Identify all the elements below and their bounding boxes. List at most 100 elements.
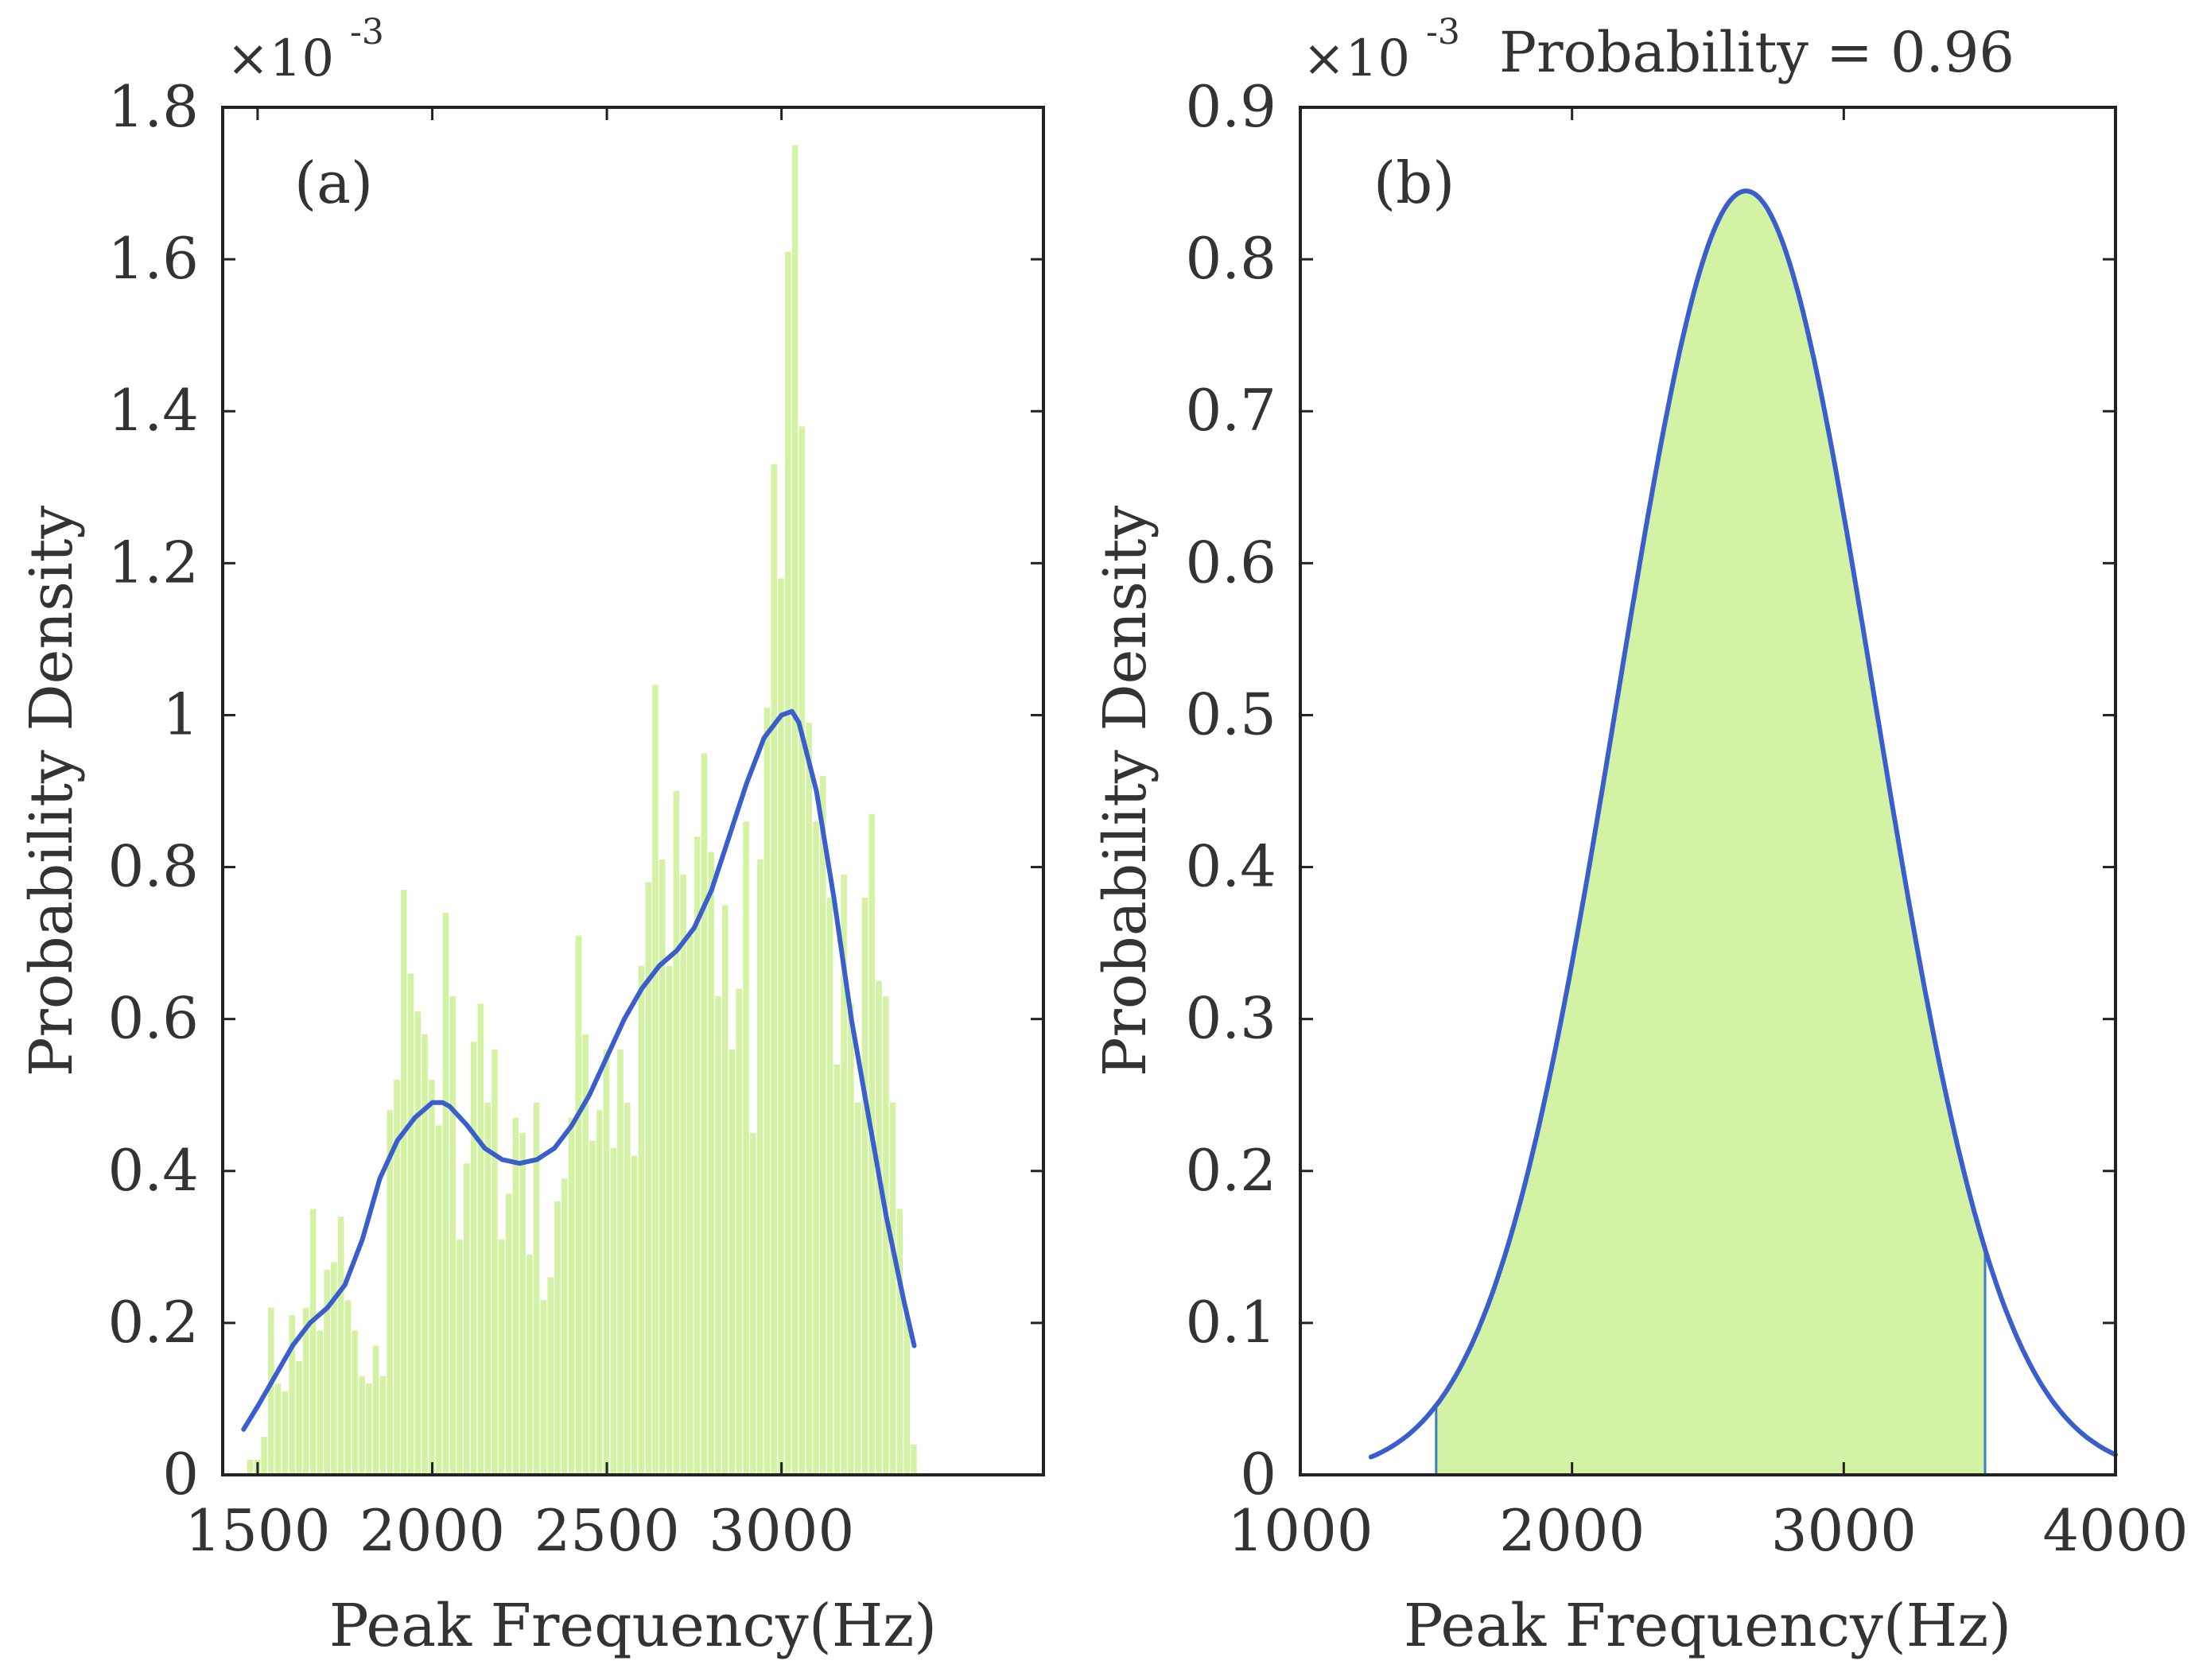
histogram-bar xyxy=(540,1300,547,1475)
histogram-bar xyxy=(422,1034,428,1475)
plot-frame xyxy=(1299,106,2117,1476)
panel-b-normal-fit: 1000 2000 3000 4000 00.10.20.30.40.50.60.70… xyxy=(1091,12,2189,1660)
histogram-bar xyxy=(575,935,582,1475)
y-tick-label: 0 xyxy=(1240,1441,1276,1507)
histogram-bar xyxy=(631,1155,638,1475)
histogram-bar xyxy=(309,1209,317,1475)
histogram-bar xyxy=(247,1459,254,1475)
y-axis-ticks: 0 0.1 0.2 0.3 0.4 0.5 0.6 0.7 0.8 0.9 xyxy=(1185,73,2115,1507)
histogram-bar xyxy=(785,251,791,1475)
histogram-bar xyxy=(394,1080,400,1475)
histogram-bar xyxy=(442,912,449,1475)
histogram-bar xyxy=(721,905,728,1475)
histogram-bar xyxy=(798,426,806,1476)
histogram-bar xyxy=(512,1117,519,1475)
y-tick-label: 1.4 xyxy=(107,377,199,444)
y-tick-label: 0.1 xyxy=(1185,1289,1276,1356)
histogram-bar xyxy=(274,1383,282,1475)
histogram-bar xyxy=(344,1300,352,1475)
histogram-bar xyxy=(589,1140,596,1475)
histogram-bar xyxy=(638,965,645,1475)
histogram-bar xyxy=(736,988,743,1475)
histogram-bar xyxy=(505,1193,512,1475)
histogram-bar xyxy=(778,578,784,1475)
x-tick-label: 4000 xyxy=(2042,1497,2188,1564)
y-multiplier: ×10 xyxy=(1303,29,1410,88)
histogram-bar xyxy=(819,775,826,1475)
histogram-bars xyxy=(247,145,917,1476)
normal-density-curve xyxy=(1368,188,2118,1460)
histogram-bar xyxy=(568,1117,575,1475)
histogram-bar xyxy=(470,1042,477,1475)
histogram-bar xyxy=(359,1375,365,1475)
histogram-bar xyxy=(610,1148,617,1475)
histogram-bar xyxy=(561,1178,568,1475)
histogram-bar xyxy=(666,965,673,1475)
x-tick-label: 2500 xyxy=(534,1497,679,1564)
histogram-bar xyxy=(498,1239,505,1475)
y-tick-label: 0.2 xyxy=(1185,1137,1276,1204)
histogram-bar xyxy=(848,1003,854,1475)
histogram-bar xyxy=(763,707,771,1475)
histogram-bar xyxy=(582,1034,589,1475)
histogram-bar xyxy=(303,1307,309,1475)
y-tick-label: 1 xyxy=(162,681,199,747)
probability-shaded-area xyxy=(1436,191,1985,1476)
histogram-bar xyxy=(882,996,889,1475)
histogram-bar xyxy=(372,1345,379,1475)
histogram-bar xyxy=(533,1102,540,1475)
histogram-bar xyxy=(603,1049,610,1475)
histogram-bar xyxy=(701,753,708,1475)
y-tick-label: 0.9 xyxy=(1185,73,1276,140)
histogram-bar xyxy=(903,1315,910,1475)
panel-a-histogram: 1500 2000 2500 3000 0 0.2 0.4 0.6 0.8 1 1.2 1.4 1.6… xyxy=(17,12,1045,1660)
histogram-bar xyxy=(366,1383,372,1475)
x-tick-label: 3000 xyxy=(709,1497,854,1564)
y-tick-label: 0.4 xyxy=(1185,833,1276,900)
histogram-bar xyxy=(813,821,819,1475)
histogram-bar xyxy=(756,859,763,1475)
histogram-bar xyxy=(673,791,680,1475)
panel-label: (b) xyxy=(1373,149,1455,216)
y-multiplier: ×10 xyxy=(227,29,334,88)
histogram-bar xyxy=(261,1437,267,1475)
y-tick-label: 0.3 xyxy=(1185,985,1276,1052)
histogram-bar xyxy=(282,1391,289,1475)
x-axis-ticks: 1000 2000 3000 4000 xyxy=(1227,107,2189,1564)
y-tick-label: 0.4 xyxy=(107,1137,199,1204)
probability-annotation: Probability = 0.96 xyxy=(1499,20,2014,85)
histogram-bar xyxy=(652,685,659,1475)
histogram-bar xyxy=(547,1277,554,1475)
x-tick-label: 2000 xyxy=(1499,1497,1645,1564)
y-axis-label: Probability Density xyxy=(1091,506,1160,1077)
x-axis-label: Peak Frequency(Hz) xyxy=(329,1592,937,1660)
x-tick-label: 1000 xyxy=(1227,1497,1373,1564)
histogram-bar xyxy=(645,882,651,1475)
histogram-bar xyxy=(687,935,694,1475)
histogram-bar xyxy=(889,1102,896,1475)
x-axis-label: Peak Frequency(Hz) xyxy=(1404,1592,2011,1660)
histogram-bar xyxy=(491,1049,498,1475)
histogram-bar xyxy=(429,1080,435,1475)
x-tick-label: 2000 xyxy=(359,1497,505,1564)
histogram-bar xyxy=(743,821,749,1475)
histogram-bar xyxy=(449,996,457,1475)
histogram-bar xyxy=(296,1360,302,1475)
y-axis-ticks: 0 0.2 0.4 0.6 0.8 1 1.2 1.4 1.6 1.8 xyxy=(107,73,1043,1507)
x-axis-ticks: 1500 2000 2500 3000 xyxy=(185,107,854,1564)
histogram-bar xyxy=(750,1133,756,1475)
histogram-bar xyxy=(791,145,798,1475)
y-tick-label: 0.8 xyxy=(1185,225,1276,292)
plot-frame xyxy=(221,106,1045,1476)
histogram-bar xyxy=(317,1330,324,1475)
y-axis-label: Probability Density xyxy=(17,506,86,1077)
histogram-bar xyxy=(826,897,833,1475)
y-tick-label: 0.5 xyxy=(1185,681,1276,747)
histogram-bar xyxy=(387,1110,393,1475)
histogram-bar xyxy=(833,1065,841,1475)
x-tick-label: 3000 xyxy=(1771,1497,1917,1564)
y-tick-label: 0 xyxy=(162,1441,199,1507)
histogram-bar xyxy=(728,1049,736,1475)
histogram-bar xyxy=(400,890,407,1475)
